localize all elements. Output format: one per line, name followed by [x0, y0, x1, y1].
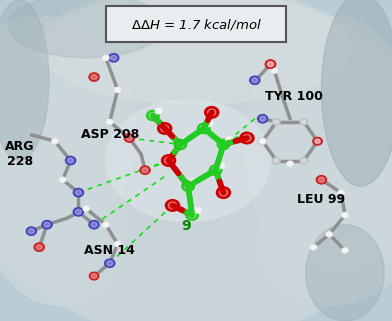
- Circle shape: [89, 221, 99, 229]
- Circle shape: [155, 108, 162, 114]
- Circle shape: [73, 188, 83, 197]
- Circle shape: [312, 246, 316, 249]
- Circle shape: [261, 140, 265, 143]
- Circle shape: [75, 209, 82, 214]
- Ellipse shape: [39, 0, 353, 104]
- Ellipse shape: [106, 100, 270, 221]
- Circle shape: [124, 134, 134, 142]
- Circle shape: [205, 107, 219, 118]
- Circle shape: [265, 60, 276, 68]
- Circle shape: [83, 206, 89, 211]
- Circle shape: [53, 140, 57, 143]
- Circle shape: [274, 120, 279, 124]
- Circle shape: [207, 109, 216, 116]
- Circle shape: [176, 141, 184, 148]
- Circle shape: [28, 229, 34, 234]
- Circle shape: [186, 210, 198, 220]
- Text: ASP 208: ASP 208: [81, 128, 139, 141]
- Circle shape: [265, 60, 276, 68]
- Circle shape: [109, 54, 119, 62]
- Circle shape: [343, 213, 347, 217]
- Circle shape: [34, 243, 44, 251]
- Circle shape: [107, 261, 113, 266]
- Circle shape: [116, 88, 120, 91]
- Circle shape: [243, 134, 251, 142]
- Circle shape: [192, 180, 196, 183]
- Circle shape: [91, 74, 97, 80]
- Circle shape: [327, 233, 331, 236]
- Circle shape: [240, 132, 254, 144]
- Circle shape: [258, 115, 268, 123]
- Circle shape: [182, 181, 194, 191]
- Circle shape: [126, 135, 132, 141]
- Circle shape: [165, 200, 180, 211]
- Circle shape: [65, 156, 76, 165]
- Circle shape: [194, 207, 201, 213]
- Circle shape: [301, 120, 306, 124]
- Circle shape: [260, 116, 266, 121]
- Text: ARG
228: ARG 228: [5, 140, 34, 168]
- Circle shape: [342, 213, 348, 218]
- Circle shape: [61, 178, 65, 181]
- Circle shape: [158, 123, 172, 134]
- Ellipse shape: [0, 144, 127, 305]
- Circle shape: [160, 125, 169, 132]
- Circle shape: [300, 158, 308, 164]
- Circle shape: [157, 109, 161, 112]
- Circle shape: [313, 137, 322, 145]
- Circle shape: [250, 76, 260, 84]
- FancyBboxPatch shape: [106, 6, 286, 42]
- Circle shape: [212, 167, 220, 173]
- Circle shape: [107, 119, 113, 125]
- Ellipse shape: [259, 177, 392, 305]
- Circle shape: [314, 138, 321, 144]
- Circle shape: [114, 241, 121, 247]
- Circle shape: [315, 139, 320, 143]
- Circle shape: [220, 164, 223, 167]
- Circle shape: [44, 222, 50, 227]
- Circle shape: [116, 242, 120, 246]
- Circle shape: [218, 162, 225, 168]
- Circle shape: [60, 177, 66, 182]
- Text: $\Delta\Delta H$ = 1.7 kcal/mol: $\Delta\Delta H$ = 1.7 kcal/mol: [131, 17, 261, 31]
- Circle shape: [272, 118, 280, 125]
- Text: LEU 99: LEU 99: [298, 193, 345, 205]
- Circle shape: [111, 55, 117, 60]
- Text: 9: 9: [181, 219, 191, 233]
- Ellipse shape: [8, 0, 165, 58]
- Circle shape: [267, 62, 274, 67]
- Circle shape: [164, 157, 173, 164]
- Circle shape: [259, 138, 267, 144]
- Circle shape: [140, 166, 150, 174]
- Circle shape: [318, 177, 325, 182]
- Circle shape: [191, 178, 198, 184]
- Circle shape: [288, 162, 292, 165]
- Circle shape: [339, 191, 343, 194]
- Circle shape: [227, 138, 231, 141]
- Circle shape: [84, 207, 88, 210]
- Circle shape: [315, 139, 320, 143]
- Circle shape: [36, 245, 42, 250]
- Circle shape: [105, 259, 115, 267]
- Ellipse shape: [321, 0, 392, 186]
- Circle shape: [267, 62, 274, 67]
- Circle shape: [147, 110, 159, 121]
- Circle shape: [217, 139, 230, 150]
- Circle shape: [67, 158, 74, 163]
- Circle shape: [104, 223, 108, 226]
- Ellipse shape: [59, 241, 333, 321]
- Circle shape: [168, 202, 177, 209]
- Circle shape: [114, 87, 121, 92]
- Text: TYR 100: TYR 100: [265, 90, 323, 103]
- Circle shape: [260, 139, 266, 144]
- Circle shape: [183, 137, 190, 143]
- Circle shape: [272, 158, 280, 164]
- Circle shape: [316, 176, 327, 184]
- Circle shape: [52, 139, 58, 144]
- Circle shape: [200, 125, 208, 132]
- Circle shape: [103, 55, 109, 60]
- Circle shape: [300, 118, 308, 125]
- Circle shape: [287, 161, 293, 166]
- Circle shape: [301, 159, 306, 163]
